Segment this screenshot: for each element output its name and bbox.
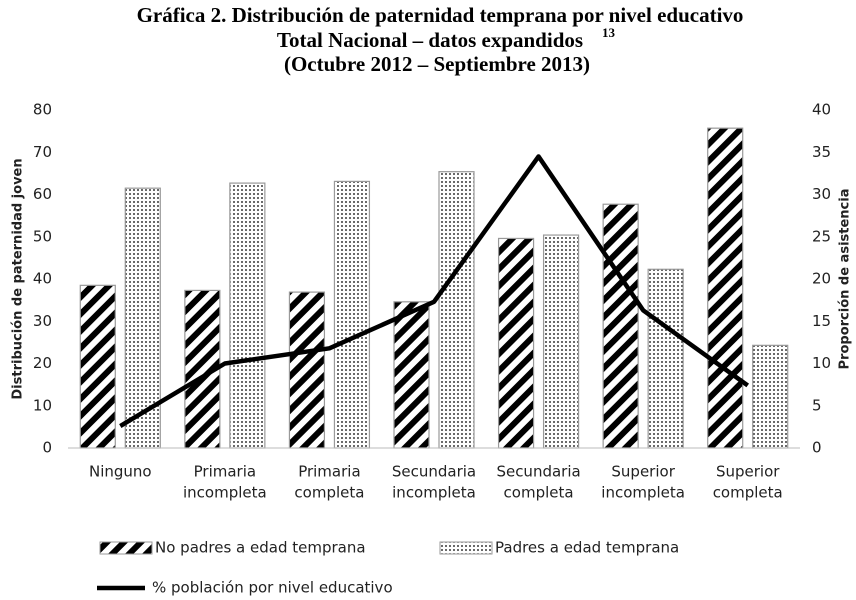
legend-label: No padres a edad temprana — [155, 539, 366, 557]
y2-tick-label: 15 — [812, 312, 831, 330]
y-tick-label: 10 — [33, 396, 52, 414]
y2-tick-label: 40 — [812, 101, 831, 119]
bar — [288, 291, 326, 449]
x-tick-label: incompleta — [601, 484, 685, 502]
legend-label: Padres a edad temprana — [495, 539, 679, 557]
legend-swatch — [99, 541, 153, 555]
y2-tick-label: 35 — [812, 143, 831, 161]
bar — [752, 344, 789, 449]
footnote-mark: 13 — [602, 25, 616, 40]
x-tick-label: Ninguno — [89, 463, 152, 481]
y-axis-label: Distribución de paternidad joven — [11, 158, 26, 399]
y2-tick-label: 30 — [812, 185, 831, 203]
legend-swatch — [439, 541, 493, 555]
y-tick-label: 50 — [33, 227, 52, 245]
x-tick-label: Secundaria — [392, 463, 476, 481]
chart-title: Gráfica 2. Distribución de paternidad te… — [137, 3, 744, 27]
x-tick-label: completa — [294, 484, 364, 502]
bar — [229, 182, 266, 449]
y2-tick-label: 0 — [812, 439, 822, 457]
y2-tick-label: 25 — [812, 227, 831, 245]
bar — [124, 187, 161, 449]
y2-tick-label: 5 — [812, 396, 822, 414]
bar — [647, 268, 684, 449]
line-series — [119, 154, 750, 428]
y-tick-label: 60 — [33, 185, 52, 203]
x-tick-label: completa — [713, 484, 783, 502]
y-tick-label: 20 — [33, 354, 52, 372]
bar — [542, 234, 580, 449]
y2-tick-label: 20 — [812, 270, 831, 288]
x-tick-label: incompleta — [183, 484, 267, 502]
bar — [79, 284, 116, 449]
x-tick-label: Secundaria — [496, 463, 580, 481]
y-tick-label: 80 — [33, 101, 52, 119]
y2-tick-label: 10 — [812, 354, 831, 372]
y2-axis-label: Proporción de asistencia — [838, 189, 853, 370]
bar — [438, 171, 475, 449]
bar — [497, 237, 535, 449]
bar — [333, 180, 371, 449]
legend-label: % población por nivel educativo — [152, 579, 393, 597]
bar — [393, 301, 430, 449]
chart-period: (Octubre 2012 – Septiembre 2013) — [284, 52, 590, 76]
x-tick-label: Superior — [716, 463, 780, 481]
bar — [707, 127, 744, 449]
chart-subtitle: Total Nacional – datos expandidos — [277, 28, 583, 52]
x-tick-label: Primaria — [298, 463, 360, 481]
x-tick-label: incompleta — [392, 484, 476, 502]
bar — [602, 203, 639, 449]
y-tick-label: 40 — [33, 270, 52, 288]
x-tick-label: Superior — [611, 463, 675, 481]
y-tick-label: 70 — [33, 143, 52, 161]
x-tick-label: completa — [504, 484, 574, 502]
x-tick-label: Primaria — [194, 463, 256, 481]
y-tick-label: 0 — [42, 439, 52, 457]
y-tick-label: 30 — [33, 312, 52, 330]
